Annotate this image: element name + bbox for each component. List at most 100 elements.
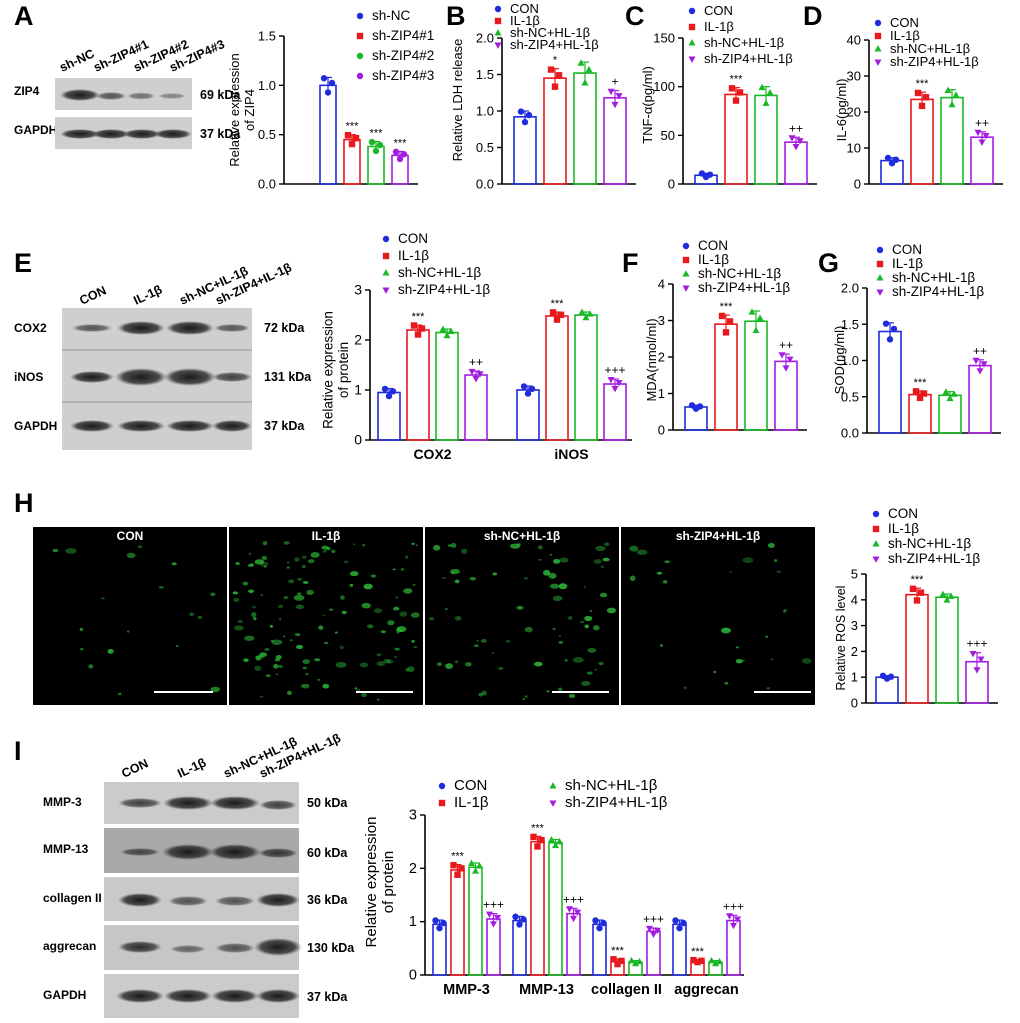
lane-label: CON [77, 283, 108, 307]
cell-speck [278, 665, 283, 668]
category-label: MMP-3 [443, 982, 490, 998]
data-point [557, 311, 565, 318]
cell-speck [429, 617, 435, 621]
cell-speck [767, 543, 775, 549]
blot-a: sh-NC sh-ZIP4#1 sh-ZIP4#2 sh-ZIP4#3 ZIP4… [14, 37, 241, 149]
data-point [718, 312, 726, 320]
significance-label: *** [346, 121, 360, 133]
cell-speck [255, 655, 264, 660]
legend-label: sh-ZIP4+HL-1β [888, 551, 980, 566]
cell-speck [516, 543, 521, 546]
cell-speck [385, 659, 394, 664]
data-point [726, 318, 734, 325]
data-point [348, 140, 356, 148]
cell-speck [349, 571, 359, 577]
cell-speck [294, 633, 301, 637]
data-point [882, 320, 890, 327]
legend-marker [356, 32, 364, 40]
significance-label: *** [916, 78, 930, 90]
cell-speck [307, 559, 315, 564]
cell-speck [248, 589, 254, 593]
cell-speck [447, 544, 453, 547]
legend-label: CON [890, 15, 919, 30]
data-point [454, 871, 461, 878]
legend-label: sh-NC+HL-1β [888, 536, 971, 551]
cell-speck [334, 631, 338, 634]
cell-speck [498, 667, 504, 670]
cell-speck [361, 692, 367, 698]
data-point [725, 913, 734, 920]
significance-label: *** [691, 946, 705, 958]
cell-speck [259, 561, 269, 567]
y-tick-label: 0.0 [841, 426, 859, 441]
legend-label: IL-1β [704, 19, 734, 34]
cell-speck [568, 693, 576, 699]
legend-label: sh-NC+HL-1β [398, 265, 481, 280]
cell-speck [546, 690, 550, 693]
data-point [607, 88, 615, 96]
cell-speck [254, 665, 262, 672]
bar [377, 391, 401, 441]
cell-speck [524, 626, 533, 633]
data-point [324, 89, 332, 96]
panel-label-c: C [625, 1, 645, 31]
legend-label: IL-1β [888, 521, 919, 536]
cell-speck [548, 572, 557, 579]
data-point [711, 959, 720, 967]
y-axis-label: TNF-α(pg/ml) [640, 66, 655, 144]
data-point [631, 959, 640, 967]
y-tick-label: 1.5 [841, 317, 859, 332]
y-axis-label: Relative expressionof protein [363, 817, 397, 948]
kda-label: 60 kDa [307, 846, 348, 860]
kda-label: 131 kDa [264, 370, 312, 384]
data-point [707, 956, 716, 964]
data-point [762, 99, 770, 106]
kda-label: 36 kDa [307, 893, 348, 907]
cell-speck [583, 586, 586, 588]
data-point [400, 151, 408, 158]
data-point [547, 836, 556, 843]
cell-speck [126, 630, 130, 633]
cell-speck [288, 579, 295, 584]
data-point [381, 385, 389, 393]
legend-marker [356, 52, 364, 60]
y-tick-label: 4 [851, 592, 858, 607]
cell-speck [392, 568, 396, 571]
y-tick-label: 1.0 [841, 353, 859, 368]
cell-speck [523, 577, 528, 580]
data-point [916, 394, 924, 402]
data-point [450, 861, 457, 869]
data-point [471, 867, 480, 874]
data-point [973, 667, 981, 674]
kda-label: 69 kDa [200, 88, 241, 102]
cell-speck [302, 666, 307, 670]
legend-label: sh-ZIP4#1 [372, 28, 434, 43]
cell-speck [602, 557, 610, 562]
cell-speck [568, 616, 573, 620]
legend-label: sh-ZIP4+HL-1β [510, 37, 599, 52]
data-point [547, 66, 555, 73]
legend-marker [494, 29, 502, 36]
cell-speck [126, 552, 136, 559]
cell-speck [410, 612, 420, 618]
data-point [752, 326, 760, 333]
legend-marker [549, 800, 557, 807]
cell-speck [394, 647, 400, 651]
legend-marker [682, 270, 690, 277]
data-point [344, 131, 352, 139]
data-point [680, 919, 687, 927]
legend-marker [688, 23, 696, 31]
legend-marker [494, 5, 502, 13]
bar [319, 84, 337, 185]
cell-speck [586, 671, 593, 675]
data-point [946, 394, 954, 402]
cell-speck [283, 635, 286, 638]
legend-label: sh-ZIP4+HL-1β [704, 51, 793, 66]
data-point [788, 135, 796, 142]
blot-band [158, 93, 186, 99]
data-point [577, 59, 585, 66]
legend-marker [688, 39, 696, 46]
data-point [732, 97, 740, 104]
cell-speck [232, 591, 239, 595]
